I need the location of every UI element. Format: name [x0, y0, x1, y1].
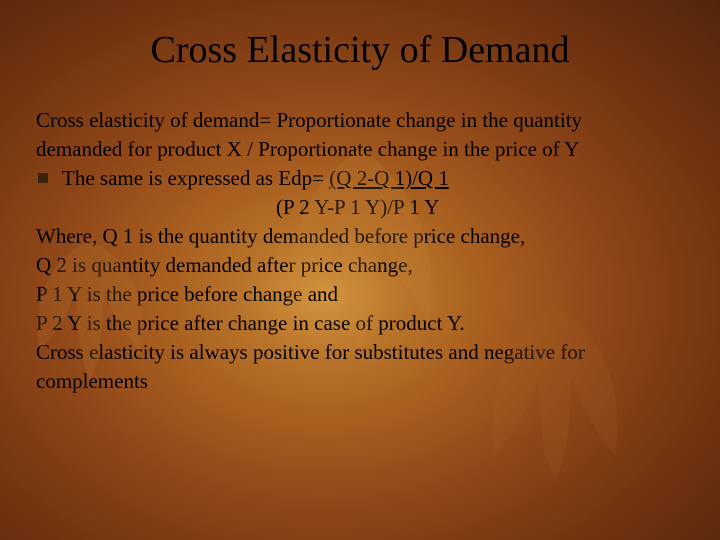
leaf-icon [260, 140, 460, 360]
leaf-icon [470, 300, 640, 490]
bullet-square-icon [38, 173, 48, 183]
slide-title: Cross Elasticity of Demand [36, 28, 684, 72]
body-line: Cross elasticity of demand= Proportionat… [36, 106, 684, 135]
leaf-icon [20, 230, 160, 390]
slide: Cross Elasticity of Demand Cross elastic… [0, 0, 720, 540]
